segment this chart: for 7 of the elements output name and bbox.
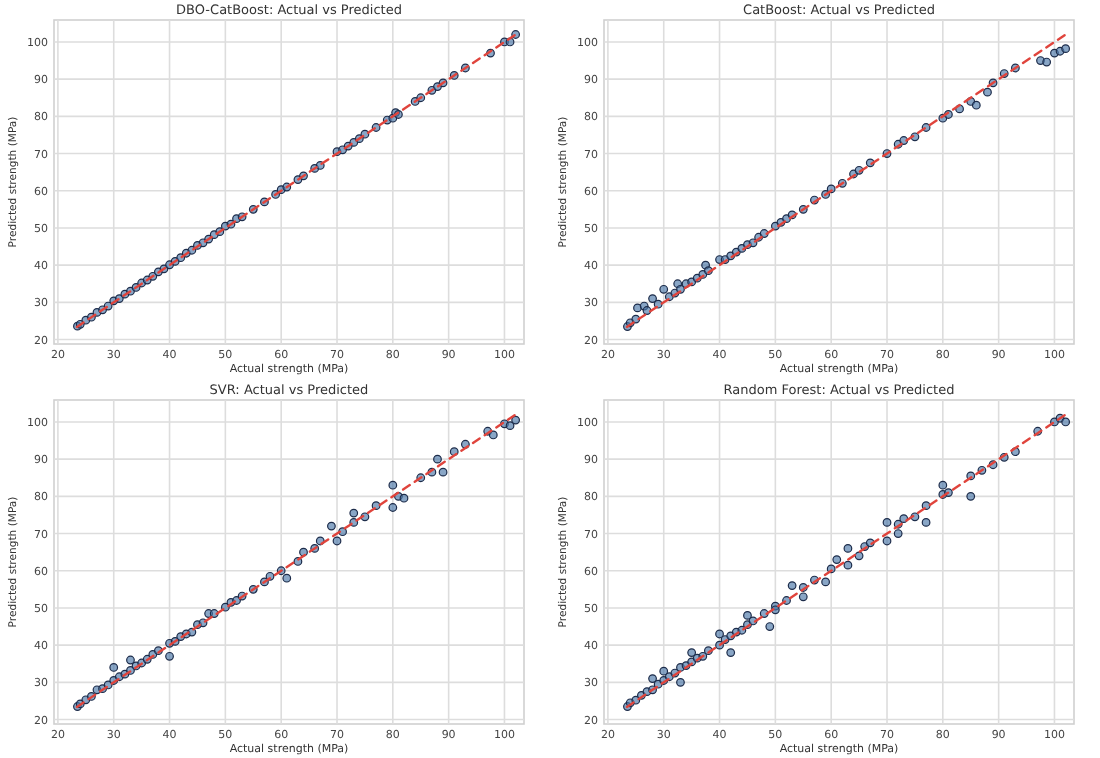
point	[659, 284, 669, 294]
point	[1061, 44, 1071, 54]
point	[971, 100, 981, 110]
point	[648, 294, 657, 304]
point	[983, 87, 992, 97]
point	[1042, 57, 1052, 67]
point	[633, 303, 642, 313]
